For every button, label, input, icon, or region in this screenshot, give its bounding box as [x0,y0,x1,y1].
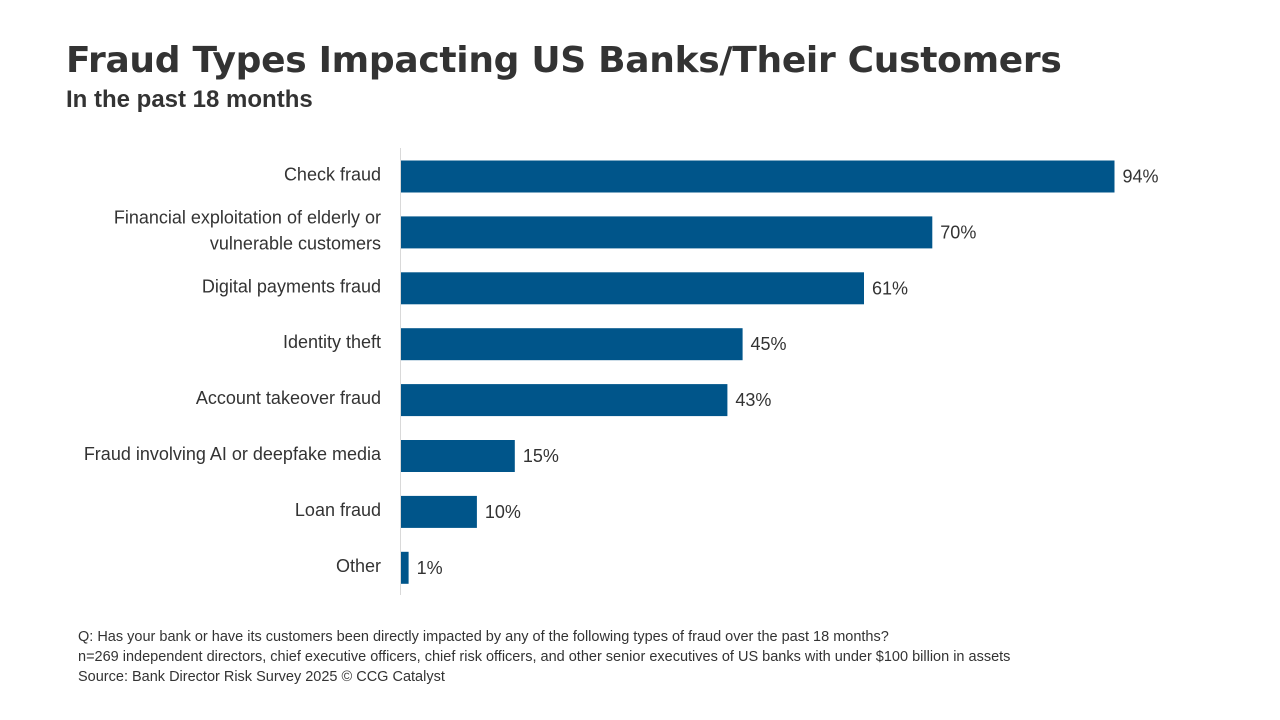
category-label: Identity theft [283,332,381,352]
bar-chart: Check fraud Financial exploitation of eld… [84,148,1159,595]
sample-description: n=269 independent directors, chief execu… [78,649,1011,665]
bar [401,160,1115,193]
value-labels-group: 94% 70% 61% 45% 43% 15% 10% 1% [417,167,1159,578]
bar [401,384,728,417]
bar-value-label: 1% [417,558,443,578]
source-note: Source: Bank Director Risk Survey 2025 ©… [78,669,445,685]
category-label: Financial exploitation of elderly or [114,207,381,227]
bar-value-label: 70% [940,222,976,242]
bars-group [401,160,1115,584]
bar-value-label: 10% [485,502,521,522]
category-label: Digital payments fraud [202,276,381,296]
category-label: Check fraud [284,165,381,185]
category-label: Account takeover fraud [196,388,381,408]
bar-value-label: 15% [523,446,559,466]
footnotes: Q: Has your bank or have its customers b… [78,627,1010,687]
bar [401,216,933,249]
bar-value-label: 94% [1123,167,1159,187]
survey-question: Q: Has your bank or have its customers b… [78,629,889,645]
category-label: Loan fraud [295,500,381,520]
category-label: vulnerable customers [210,233,381,253]
bar [401,495,477,528]
category-labels-group: Check fraud Financial exploitation of eld… [84,165,382,576]
bar [401,272,864,305]
bar [401,440,515,472]
category-label: Other [336,556,381,576]
chart-subtitle: In the past 18 months [66,86,313,113]
category-label: Fraud involving AI or deepfake media [84,444,382,464]
bar-value-label: 61% [872,278,908,298]
bar [401,328,743,361]
bar-value-label: 43% [735,390,771,410]
bar [401,551,409,584]
chart-title: Fraud Types Impacting US Banks/Their Cus… [66,40,1062,81]
bar-value-label: 45% [751,334,787,354]
